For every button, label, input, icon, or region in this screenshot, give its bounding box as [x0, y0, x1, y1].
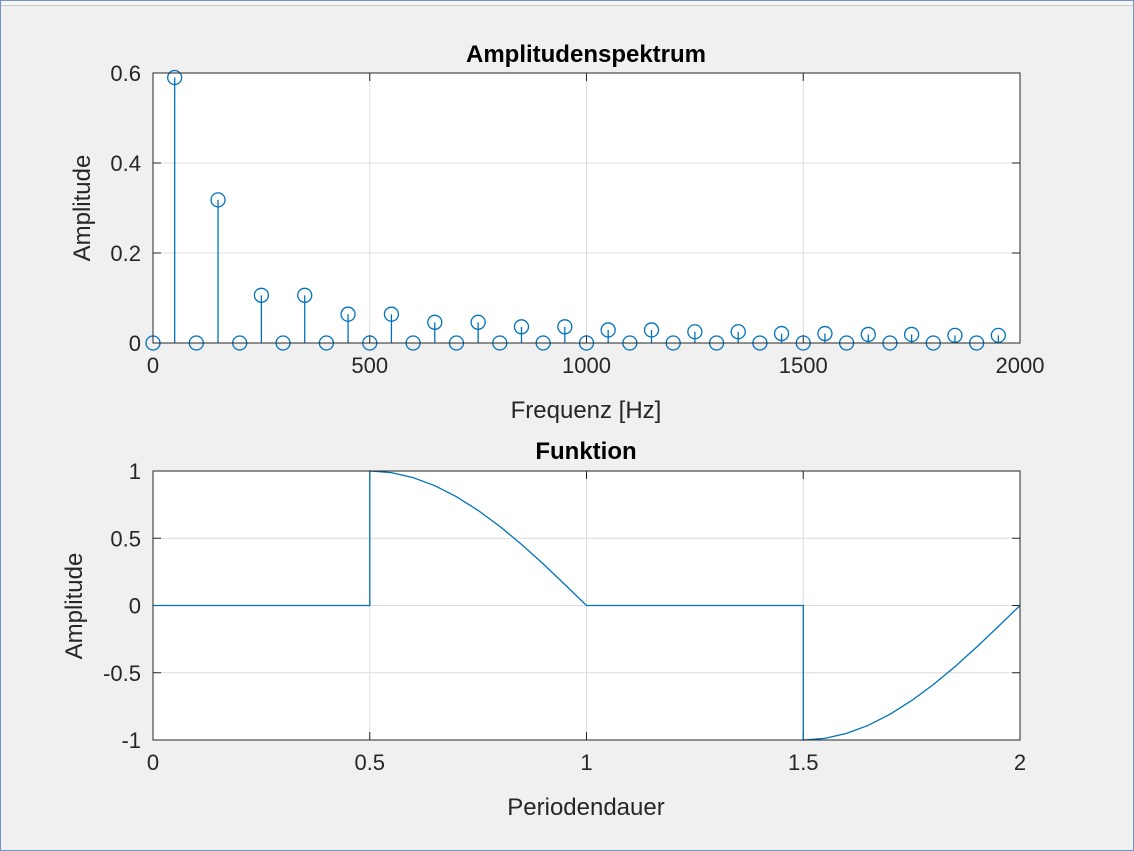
stem-marker: [730, 324, 746, 340]
series-marks: [145, 69, 1006, 351]
stem-marker: [600, 322, 616, 338]
stem-marker: [340, 306, 356, 322]
y-axis-label: Amplitude: [61, 553, 88, 660]
stem-marker: [817, 325, 833, 342]
x-tick-labels: 0 0.5 1 1.5 2: [147, 750, 1026, 775]
axes-frame: [152, 470, 1021, 741]
y-tick-label: -0.5: [103, 661, 141, 686]
x-tick-labels: 0 500 1000 1500 2000: [147, 353, 1045, 378]
series-line: [153, 470, 1021, 741]
stem-marker: [990, 327, 1006, 344]
axes-amplitudenspektrum[interactable]: 0 500 1000 1500 2000 0 0.2 0.4 0.6 Amplitudensp…: [69, 41, 1044, 424]
stem-marker: [167, 69, 183, 86]
chart-title: Funktion: [535, 438, 636, 465]
stem-marker: [210, 192, 226, 208]
stem-marker: [383, 306, 400, 322]
toolbar-strip: [1, 1, 1133, 6]
series-marks: [153, 470, 1021, 741]
y-axis-label: Amplitude: [69, 155, 96, 262]
x-tick-label: 1.5: [788, 750, 819, 775]
stem-marker: [253, 287, 270, 303]
x-axis-label: Periodendauer: [507, 794, 664, 821]
stem-marker: [947, 327, 963, 344]
y-tick-label: 0.4: [110, 151, 141, 176]
stem-marker: [643, 322, 660, 338]
y-tick-labels: -1 -0.5 0 0.5 1: [103, 459, 141, 753]
stem-marker: [427, 314, 443, 330]
x-tick-label: 2: [1014, 750, 1026, 775]
y-tick-label: 0: [129, 594, 141, 619]
stem-marker: [903, 326, 920, 343]
y-tick-label: 0.5: [110, 526, 141, 551]
y-tick-label: 1: [129, 459, 141, 484]
y-tick-labels: 0 0.2 0.4 0.6: [110, 61, 141, 356]
stem-marker: [470, 314, 486, 330]
x-tick-label: 500: [351, 353, 388, 378]
stem-marker: [860, 326, 876, 343]
stem-marker: [773, 325, 790, 342]
axes-frame: [152, 72, 1021, 344]
x-tick-label: 1000: [562, 353, 611, 378]
y-tick-label: 0.2: [110, 241, 141, 266]
stem-marker: [297, 287, 313, 303]
x-tick-label: 1: [580, 750, 592, 775]
stem-marker: [513, 319, 530, 335]
axes-funktion[interactable]: 0 0.5 1 1.5 2 -1 -0.5 0 0.5 1 Funktion Periodend…: [61, 438, 1026, 821]
x-tick-label: 1500: [779, 353, 828, 378]
chart-title: Amplitudenspektrum: [466, 41, 706, 68]
x-tick-label: 0: [147, 353, 159, 378]
stem-marker: [687, 324, 703, 340]
x-tick-label: 0.5: [354, 750, 385, 775]
stem-marker: [557, 319, 573, 335]
y-tick-label: -1: [121, 728, 141, 753]
x-tick-label: 2000: [996, 353, 1045, 378]
y-tick-label: 0: [129, 331, 141, 356]
x-tick-label: 0: [147, 750, 159, 775]
y-tick-label: 0.6: [110, 61, 141, 86]
x-axis-label: Frequenz [Hz]: [511, 397, 662, 424]
